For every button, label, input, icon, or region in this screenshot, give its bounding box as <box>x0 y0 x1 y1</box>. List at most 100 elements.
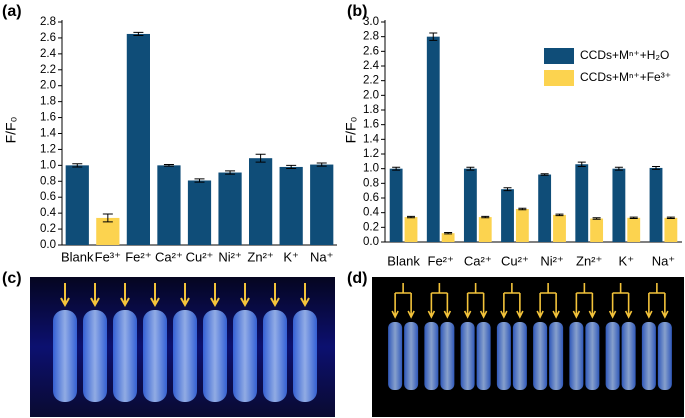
y-tick-label: 0.8 <box>363 177 379 189</box>
y-tick-label: 0.0 <box>363 236 379 248</box>
legend-label: CCDs+Mⁿ⁺+Fe³⁺ <box>580 70 671 84</box>
bracket-arrow <box>536 283 560 319</box>
error-bar <box>555 213 564 217</box>
tube <box>143 310 167 402</box>
tube <box>496 322 511 390</box>
x-tick-label: Blank <box>61 249 94 264</box>
panel-label: (c) <box>2 270 22 287</box>
x-tick-label: Na⁺ <box>652 253 675 268</box>
error-bar <box>255 153 266 163</box>
y-tick-label: 0.8 <box>40 175 56 187</box>
bar <box>538 174 552 242</box>
arrow <box>90 283 100 308</box>
error-bar <box>592 217 601 220</box>
y-tick-label: 2.8 <box>40 16 56 28</box>
tube <box>621 322 636 390</box>
bracket-arrow <box>500 283 524 319</box>
x-tick-label: Cu²⁺ <box>501 253 529 268</box>
tube <box>293 310 317 402</box>
error-bar <box>429 32 438 41</box>
y-tick-label: 3.0 <box>363 16 379 28</box>
x-tick-label: Cu²⁺ <box>186 249 214 264</box>
tube <box>569 322 584 390</box>
tube <box>440 322 455 390</box>
y-tick-label: 1.4 <box>363 133 380 145</box>
y-tick-label: 2.0 <box>40 80 56 92</box>
bar <box>553 214 566 242</box>
x-tick-label: Blank <box>387 253 420 268</box>
tube <box>549 322 564 390</box>
panel-label: (d) <box>347 270 367 287</box>
y-tick-label: 0.2 <box>40 223 56 235</box>
error-bar <box>225 170 236 175</box>
error-bar <box>392 166 401 171</box>
tube <box>605 322 620 390</box>
arrow <box>120 283 130 308</box>
error-bar <box>286 164 297 170</box>
y-tick-label: 2.4 <box>40 48 57 60</box>
error-bar <box>102 213 113 223</box>
bar <box>126 33 150 246</box>
x-tick-label: Zn²⁺ <box>247 249 273 264</box>
bar <box>590 218 604 242</box>
x-tick-label: Ca²⁺ <box>464 253 492 268</box>
bar <box>310 164 334 245</box>
y-tick-label: 1.0 <box>363 163 379 175</box>
bar <box>575 164 589 242</box>
y-tick-label: 0.6 <box>40 191 56 203</box>
bar <box>157 165 181 245</box>
x-tick-label: Ca²⁺ <box>155 249 183 264</box>
error-bar <box>163 164 174 167</box>
y-tick-label: 1.0 <box>40 159 56 171</box>
arrow <box>180 283 190 308</box>
tube <box>173 310 197 402</box>
y-tick-label: 1.2 <box>363 148 379 160</box>
y-tick-label: 2.4 <box>363 60 380 72</box>
bar <box>426 36 440 242</box>
bar <box>404 217 418 242</box>
x-tick-label: Fe³⁺ <box>95 249 121 264</box>
error-bar <box>194 178 205 183</box>
panel-label: (b) <box>347 3 367 20</box>
arrow <box>270 283 280 308</box>
y-tick-label: 2.6 <box>40 32 56 44</box>
y-tick-label: 0.2 <box>363 221 379 233</box>
tube <box>263 310 287 402</box>
bracket-arrow <box>463 283 488 319</box>
y-tick-label: 2.2 <box>40 64 56 76</box>
arrow <box>60 283 70 308</box>
error-bar <box>406 215 415 219</box>
tube <box>533 322 548 390</box>
bar <box>249 158 273 245</box>
y-tick-label: 2.0 <box>363 89 379 101</box>
y-tick-label: 1.6 <box>40 112 56 124</box>
bar <box>627 217 641 242</box>
photo-d <box>372 277 684 417</box>
bracket-arrow <box>427 283 452 319</box>
legend-swatch <box>544 70 574 86</box>
arrow <box>240 283 250 308</box>
error-bar <box>503 187 512 192</box>
panel-label: (a) <box>2 3 22 20</box>
bracket-arrow <box>645 283 669 319</box>
error-bar <box>540 173 549 176</box>
error-bar <box>133 31 144 37</box>
y-tick-label: 2.8 <box>363 31 379 43</box>
x-tick-label: Na⁺ <box>310 249 333 264</box>
error-bar <box>652 165 661 170</box>
tube <box>53 310 77 402</box>
tube <box>512 322 527 390</box>
error-bar <box>444 231 453 235</box>
error-bar <box>629 216 638 220</box>
bar <box>463 168 477 242</box>
y-tick-label: 0.4 <box>363 207 380 219</box>
y-tick-label: 1.8 <box>363 104 379 116</box>
y-tick-label: 1.2 <box>40 143 56 155</box>
bar <box>96 217 120 245</box>
tube <box>113 310 137 402</box>
bar <box>389 168 403 242</box>
legend-label: CCDs+Mⁿ⁺+H₂O <box>580 48 669 62</box>
tube <box>388 322 403 390</box>
error-bar <box>614 166 623 171</box>
